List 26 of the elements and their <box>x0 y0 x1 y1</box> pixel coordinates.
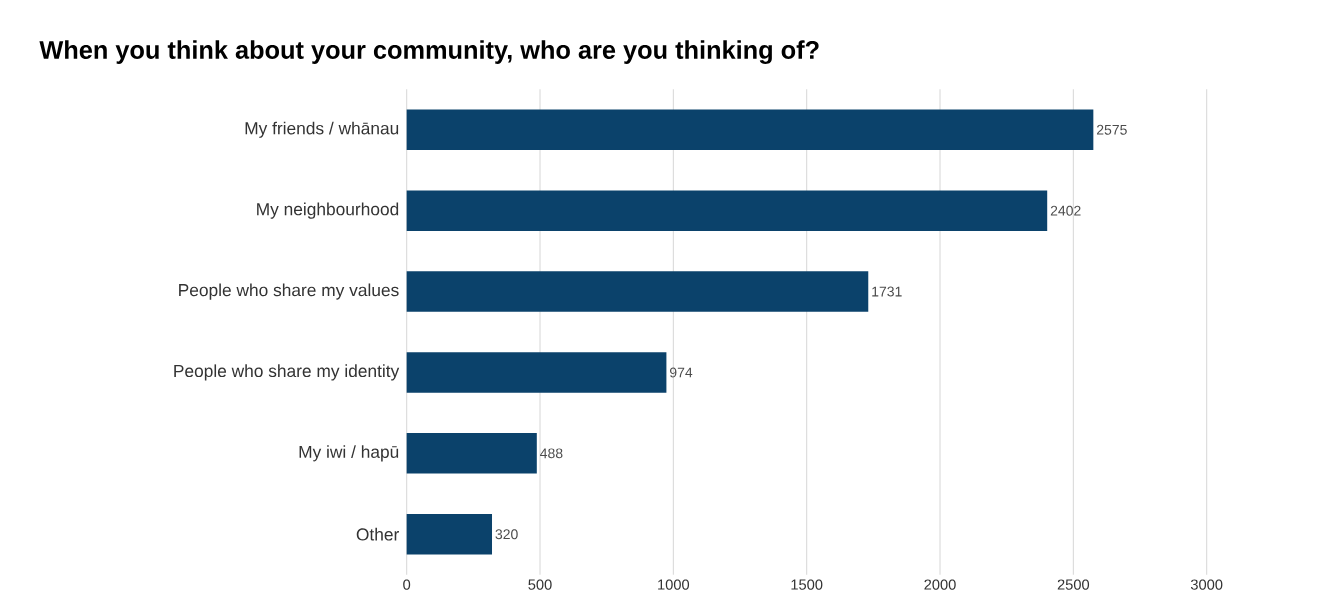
bar <box>406 433 537 474</box>
y-tick-label: My friends / whānau <box>245 121 399 139</box>
data-label: 488 <box>540 448 563 459</box>
data-label: 2402 <box>1050 205 1081 216</box>
x-tick-label: 2000 <box>924 579 956 590</box>
y-tick-label: My iwi / hapū <box>299 445 399 462</box>
y-tick-label: Other <box>356 528 399 541</box>
x-tick-label: 1500 <box>791 579 823 590</box>
x-tick-label: 3000 <box>1190 579 1223 590</box>
data-label: 1731 <box>872 286 902 297</box>
x-tick-label: 2500 <box>1057 579 1090 590</box>
x-tick-label: 0 <box>403 579 411 590</box>
data-label: 2575 <box>1096 125 1127 135</box>
bar <box>406 514 493 555</box>
y-tick-label: My neighbourhood <box>257 202 399 219</box>
x-tick-label: 500 <box>528 579 552 590</box>
bar <box>406 352 667 393</box>
x-tick-label: 1000 <box>658 579 690 590</box>
bar <box>406 190 1048 232</box>
data-label: 974 <box>669 367 693 378</box>
y-tick-label: People who share my identity <box>174 364 400 381</box>
chart-title: When you think about your community, who are you thinking of? <box>39 40 819 65</box>
bar <box>406 109 1094 151</box>
data-label: 320 <box>495 529 518 540</box>
y-tick-label: People who share my values <box>179 283 399 300</box>
bar <box>406 271 869 312</box>
